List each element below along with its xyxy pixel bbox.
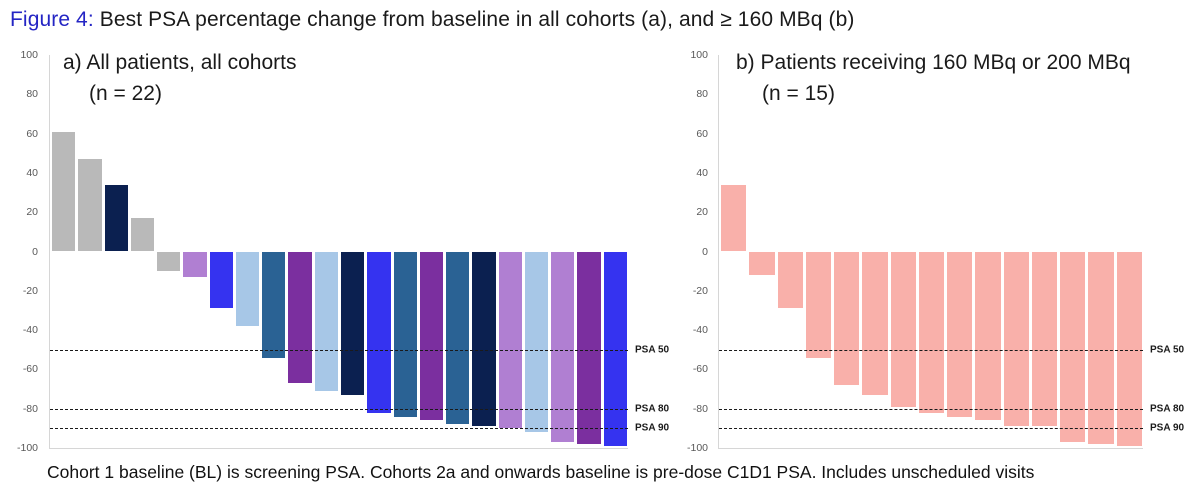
psa-reference-label: PSA 90 [1150, 422, 1185, 434]
psa-reference-label: PSA 80 [1150, 403, 1185, 415]
y-tick-label: 60 [26, 127, 38, 140]
waterfall-bar [1116, 251, 1142, 447]
panel-a-title-line2: (n = 22) [89, 82, 162, 105]
psa-reference-line [50, 408, 628, 410]
waterfall-bar [862, 251, 888, 395]
panel-b-title-line2: (n = 15) [762, 82, 835, 105]
waterfall-bar [419, 251, 444, 421]
waterfall-bar [78, 159, 102, 252]
y-tick-label: 0 [702, 245, 708, 258]
y-tick-label: 60 [696, 127, 708, 140]
y-tick-label: -60 [692, 363, 708, 376]
panel-a-title-line1: a) All patients, all cohorts [63, 51, 297, 74]
waterfall-bar [1060, 251, 1086, 443]
plot-area-b: b) Patients receiving 160 MBq or 200 MBq… [718, 51, 1143, 449]
y-tick-label: -40 [22, 324, 38, 337]
waterfall-bar [721, 184, 747, 252]
plot-area-a: a) All patients, all cohorts (n = 22) [49, 51, 628, 449]
waterfall-bar [834, 251, 860, 386]
y-tick-label: 20 [26, 206, 38, 219]
y-tick-label: 40 [26, 166, 38, 179]
y-tick-label: -80 [692, 402, 708, 415]
psa-reference-line [50, 349, 628, 351]
figure-title-text: Best PSA percentage change from baseline… [93, 8, 855, 31]
chart-panel-b: 100 80 60 40 20 0 -20 -40 -60 -80 -100 b) Patients… [676, 49, 1200, 454]
waterfall-bar [183, 251, 207, 278]
waterfall-bar [104, 184, 128, 252]
chart-panel-a: 100 80 60 40 20 0 -20 -40 -60 -80 -100 a) All pati… [6, 49, 686, 454]
waterfall-bar [1088, 251, 1114, 445]
y-axis-ticks-b: 100 80 60 40 20 0 -20 -40 -60 -80 -100 [676, 49, 714, 454]
y-tick-label: -100 [686, 442, 708, 454]
y-tick-label: 100 [690, 49, 708, 61]
y-tick-label: -40 [692, 324, 708, 337]
waterfall-bar [341, 251, 365, 395]
waterfall-bar [235, 251, 260, 327]
waterfall-bar [805, 251, 832, 358]
psa-reference-line [719, 349, 1143, 351]
waterfall-bar [524, 251, 549, 433]
psa-reference-label: PSA 50 [1150, 344, 1185, 356]
waterfall-bar [262, 251, 286, 358]
footnote: Cohort 1 baseline (BL) is screening PSA.… [47, 462, 1035, 482]
panel-b-title-line1: b) Patients receiving 160 MBq or 200 MBq [736, 51, 1131, 74]
waterfall-bar [577, 251, 601, 445]
psa-reference-line [719, 408, 1143, 410]
waterfall-bar [288, 251, 312, 384]
waterfall-bar [749, 251, 775, 276]
y-tick-label: 20 [696, 206, 708, 219]
waterfall-bar [157, 251, 181, 272]
waterfall-bar [947, 251, 973, 417]
waterfall-bar [890, 251, 916, 407]
waterfall-bar [498, 251, 522, 429]
y-tick-label: -80 [22, 402, 38, 415]
waterfall-bar [314, 251, 338, 391]
waterfall-bar [52, 131, 76, 252]
waterfall-bar [1003, 251, 1029, 427]
figure-number-label: Figure 4: [10, 8, 94, 31]
y-tick-label: -100 [16, 442, 38, 454]
waterfall-bar [551, 251, 575, 443]
y-tick-label: 80 [26, 88, 38, 101]
waterfall-bar [446, 251, 470, 425]
waterfall-bar [1031, 251, 1058, 427]
waterfall-bar [130, 218, 155, 252]
figure-title: Figure 4: Best PSA percentage change fro… [10, 8, 854, 32]
waterfall-bar [918, 251, 945, 413]
y-tick-label: 40 [696, 166, 708, 179]
waterfall-bar [603, 251, 627, 447]
y-tick-label: -60 [22, 363, 38, 376]
psa-reference-line [719, 428, 1143, 430]
waterfall-bar [472, 251, 496, 427]
psa-reference-label: PSA 90 [635, 422, 670, 434]
waterfall-bar [975, 251, 1001, 421]
y-tick-label: -20 [692, 284, 708, 297]
y-axis-ticks-a: 100 80 60 40 20 0 -20 -40 -60 -80 -100 [6, 49, 44, 454]
waterfall-bar [367, 251, 391, 413]
y-tick-label: 80 [696, 88, 708, 101]
psa-reference-line [50, 428, 628, 430]
waterfall-bar [209, 251, 233, 309]
y-tick-label: 0 [32, 245, 38, 258]
psa-reference-label: PSA 80 [635, 403, 670, 415]
waterfall-bar [777, 251, 803, 309]
waterfall-bar [393, 251, 417, 417]
y-tick-label: 100 [20, 49, 38, 61]
psa-reference-label: PSA 50 [635, 344, 670, 356]
y-tick-label: -20 [22, 284, 38, 297]
